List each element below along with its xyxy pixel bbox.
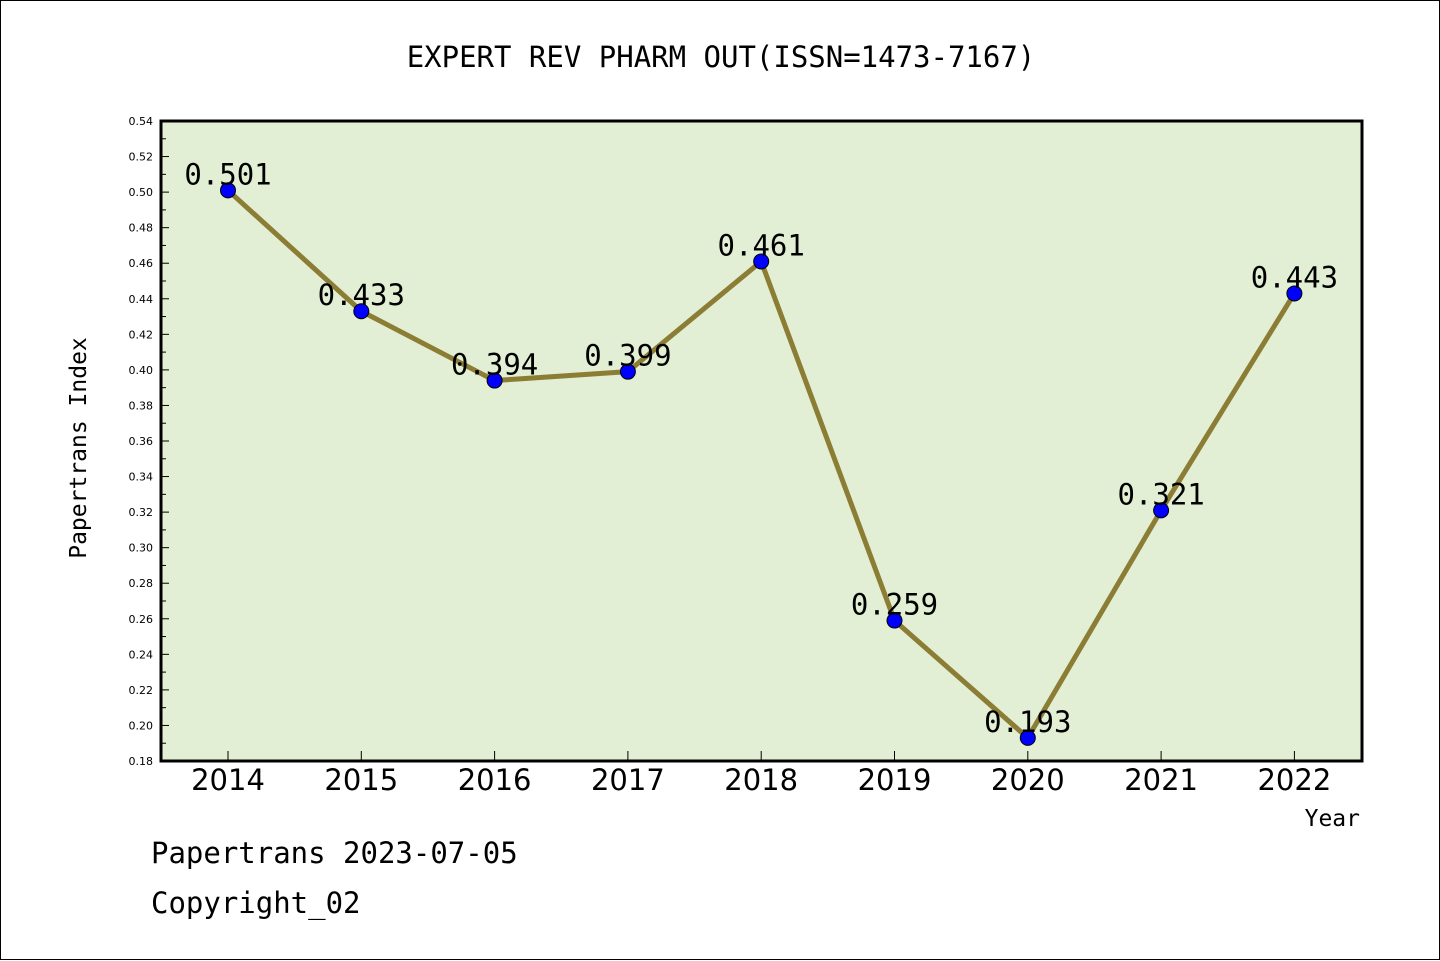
x-axis-ticks: 2014 2015 2016 2017 2018 2019 2020 2021 2022 [191,751,1331,797]
y-tick-label: 0.18 [129,755,154,768]
y-tick-label: 0.40 [129,364,154,377]
footer-date-line: Papertrans 2023-07-05 [151,836,518,870]
x-tick-label: 2017 [591,763,665,797]
plot-area [159,119,1364,763]
data-point [1153,502,1170,519]
y-tick-label: 0.36 [129,435,154,448]
data-point [753,253,770,270]
y-axis-label: Papertrans Index [66,337,92,559]
x-tick-label: 2019 [858,763,932,797]
y-tick-label: 0.34 [129,471,154,484]
y-tick-label: 0.30 [129,542,154,555]
y-tick-label: 0.20 [129,719,154,732]
y-tick-label: 0.54 [129,115,154,128]
data-point [619,363,636,380]
data-point [486,372,503,389]
y-tick-label: 0.46 [129,257,154,270]
x-tick-label: 2016 [458,763,532,797]
y-axis-ticks: 0.18 0.20 0.22 0.24 0.26 0.28 0.30 0.32 0.34 0.36… [129,115,169,768]
data-points [220,182,1303,746]
footer-copyright-line: Copyright_02 [151,886,361,920]
data-label: 0.259 [851,588,938,622]
x-tick-label: 2015 [324,763,398,797]
y-tick-label: 0.44 [129,293,154,306]
data-label: 0.501 [184,157,271,191]
data-point [1286,285,1303,302]
x-tick-label: 2014 [191,763,265,797]
y-tick-label: 0.38 [129,399,154,412]
data-label: 0.433 [318,278,405,312]
chart-title: EXPERT REV PHARM OUT(ISSN=1473-7167) [407,40,1036,74]
y-tick-label: 0.42 [129,328,154,341]
data-point [1019,729,1036,746]
data-labels: 0.501 0.433 0.394 0.399 0.461 0.259 0.193 0.321… [184,157,1338,739]
data-label: 0.193 [984,705,1071,739]
data-label: 0.443 [1251,260,1338,294]
y-tick-label: 0.32 [129,506,154,519]
y-tick-label: 0.26 [129,613,154,626]
data-label: 0.399 [584,339,671,373]
x-tick-label: 2022 [1257,763,1331,797]
data-point [353,303,370,320]
data-point [886,612,903,629]
y-tick-label: 0.52 [129,151,154,164]
x-tick-label: 2020 [991,763,1065,797]
data-point [220,182,236,199]
y-tick-label: 0.28 [129,577,154,590]
data-label: 0.321 [1117,477,1204,511]
x-tick-label: 2021 [1124,763,1198,797]
y-tick-label: 0.22 [129,684,154,697]
y-tick-label: 0.50 [129,186,154,199]
y-tick-label: 0.24 [129,648,154,661]
y-tick-label: 0.48 [129,222,154,235]
data-label: 0.394 [451,348,538,382]
data-label: 0.461 [718,228,805,262]
x-axis-label: Year [1305,806,1360,832]
x-tick-label: 2018 [724,763,798,797]
